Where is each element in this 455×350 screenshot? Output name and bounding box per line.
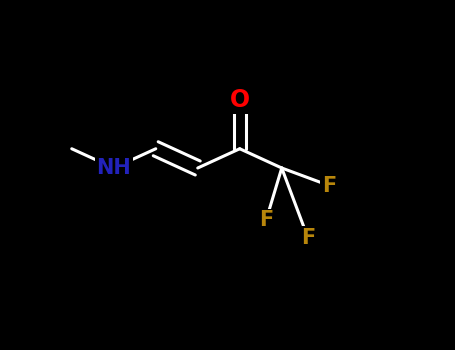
Text: NH: NH xyxy=(96,158,131,178)
Text: F: F xyxy=(259,210,273,231)
Text: F: F xyxy=(301,228,315,248)
Text: F: F xyxy=(322,175,336,196)
Text: O: O xyxy=(230,88,250,112)
